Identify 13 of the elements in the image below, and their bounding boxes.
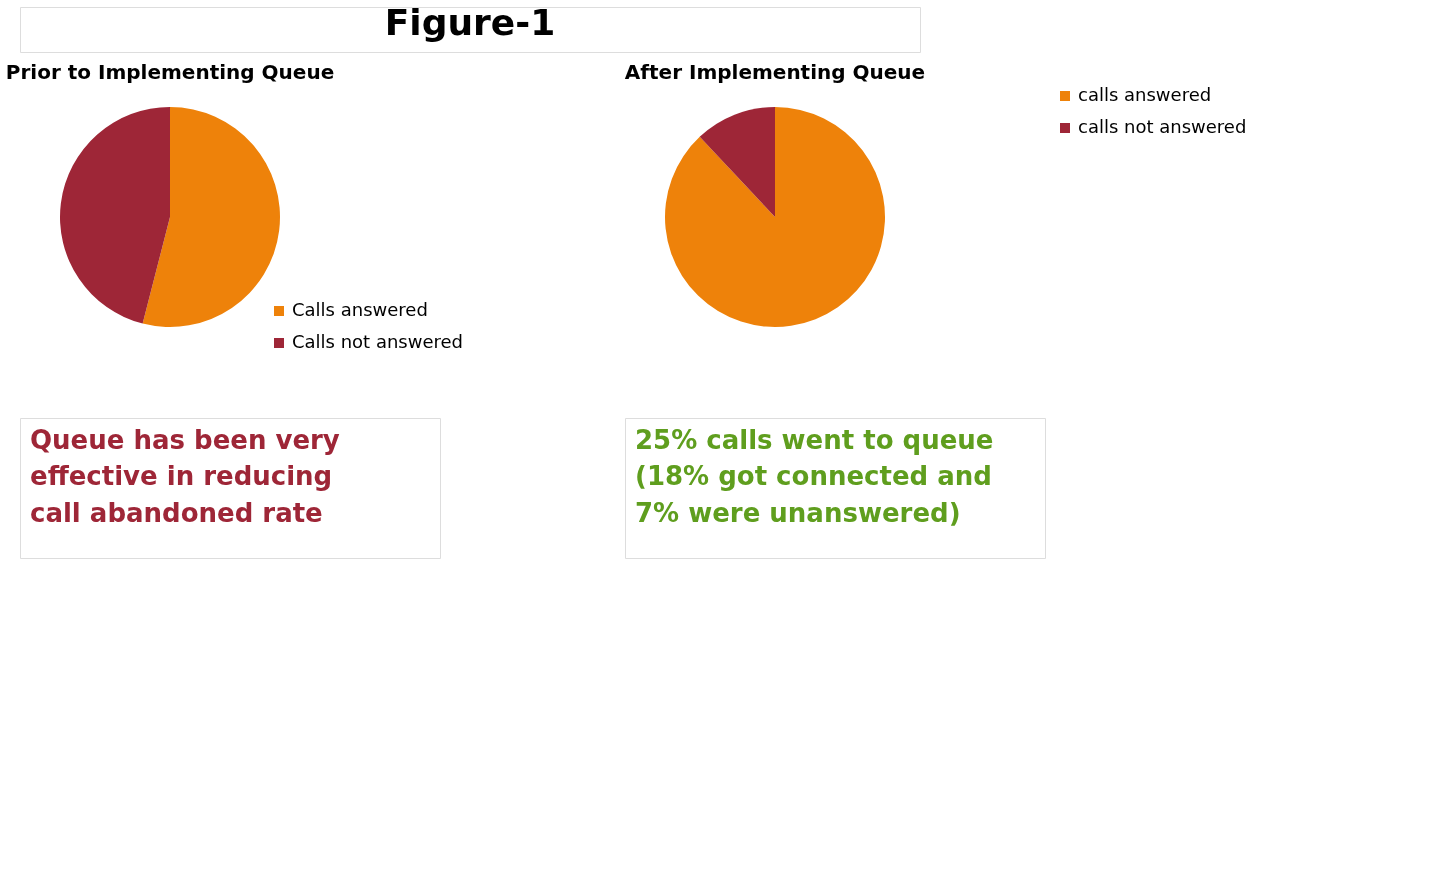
pie-slice	[142, 107, 280, 327]
text: Figure-1	[384, 2, 556, 43]
chart-title: Prior to Implementing Queue	[5, 60, 335, 84]
text: Queue has been very effective in reducing call abandoned rate	[30, 425, 340, 528]
legend-label: calls answered	[1078, 84, 1212, 105]
legend-label: Calls answered	[292, 299, 428, 320]
legend-label: Calls not answered	[292, 331, 464, 352]
pie-slice	[665, 107, 885, 327]
text: 25% calls went to queue (18% got connected and 7% were unanswered)	[635, 425, 994, 528]
legend-label: calls not answered	[1078, 116, 1247, 137]
pie-slice	[699, 107, 775, 217]
chart-title: After Implementing Queue	[624, 60, 926, 84]
pie-slice	[60, 107, 170, 324]
